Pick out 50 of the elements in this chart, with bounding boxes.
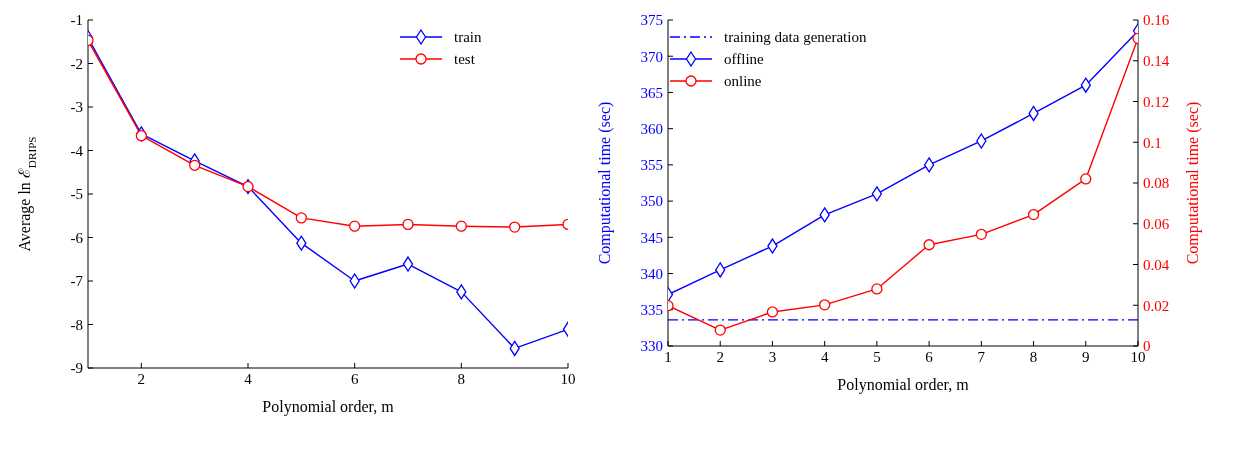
legend-label: test (454, 50, 475, 68)
y2-tick-label: 0.04 (1143, 256, 1170, 273)
y2-tick-label: 0.08 (1143, 175, 1170, 192)
y-tick-label: -1 (70, 12, 83, 29)
y2-tick-label: 0.06 (1143, 216, 1170, 233)
y2-tick-label: 0.16 (1143, 12, 1170, 29)
legend-label: offline (724, 50, 764, 68)
x-tick-label: 6 (925, 348, 934, 365)
x-tick-label: 7 (977, 348, 986, 365)
y-tick-label: -8 (70, 316, 83, 333)
y-tick-label: 375 (640, 12, 663, 29)
y-tick-label: -7 (70, 273, 84, 290)
x-tick-label: 2 (716, 348, 724, 365)
y-tick-label: -9 (70, 360, 83, 377)
y-axis-title: Computational time (sec) (596, 101, 614, 265)
y2-tick-label: 0.02 (1143, 297, 1170, 314)
x-tick-label: 5 (873, 348, 881, 365)
y-tick-label: -3 (70, 99, 83, 116)
x-tick-label: 4 (244, 370, 253, 387)
y-tick-label: 330 (640, 338, 663, 355)
y-tick-label: 370 (640, 48, 663, 65)
x-tick-label: 3 (768, 348, 777, 365)
y2-tick-label: 0.14 (1143, 53, 1170, 70)
y-tick-label: 360 (640, 120, 663, 137)
y-tick-label: 335 (640, 302, 663, 319)
legend-label: online (724, 72, 762, 90)
x-tick-label: 8 (1029, 348, 1038, 365)
legend-label: training data generation (724, 28, 867, 46)
y-tick-label: 355 (640, 157, 663, 174)
x-tick-label: 8 (457, 370, 466, 387)
y2-tick-label: 0.12 (1143, 93, 1170, 110)
x-tick-label: 1 (664, 348, 672, 365)
x-tick-label: 2 (137, 370, 146, 387)
x-axis-title: Polynomial order, m (262, 398, 395, 416)
x-tick-label: 10 (560, 370, 576, 387)
y-tick-label: -2 (70, 55, 83, 72)
y2-tick-label: 0.1 (1143, 134, 1162, 151)
x-tick-label: 6 (350, 370, 359, 387)
y-tick-label: 350 (640, 193, 663, 210)
x-tick-label: 9 (1082, 348, 1090, 365)
y-tick-label: -4 (70, 142, 84, 159)
x-tick-label: 4 (820, 348, 829, 365)
y-tick-label: -6 (70, 229, 84, 246)
legend-label: train (454, 28, 482, 46)
x-axis-title: Polynomial order, m (837, 376, 970, 394)
y-tick-label: 340 (640, 265, 663, 282)
y-tick-label: 365 (640, 84, 663, 101)
y-tick-label: 345 (640, 229, 663, 246)
y-tick-label: -5 (70, 186, 83, 203)
y2-axis-title: Computational time (sec) (1184, 101, 1202, 265)
